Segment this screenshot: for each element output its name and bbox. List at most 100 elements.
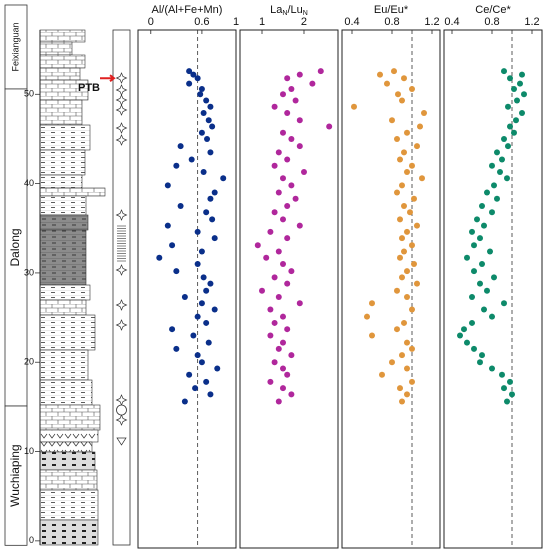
data-point [394, 287, 400, 294]
data-point [409, 162, 415, 169]
data-point [497, 169, 503, 176]
data-point [469, 294, 475, 301]
data-point [267, 332, 274, 339]
data-point [279, 365, 286, 372]
data-point [296, 143, 303, 150]
lithology-bed [39, 174, 83, 189]
panel: Ce/Ce* 0.4 0.8 1.2 [443, 4, 543, 549]
data-point [211, 235, 218, 242]
data-point [501, 68, 507, 75]
data-point [275, 398, 282, 405]
data-point [211, 306, 218, 313]
data-point [484, 287, 490, 294]
data-point [284, 110, 291, 117]
data-point [209, 123, 216, 130]
data-point [401, 248, 407, 255]
data-point [267, 228, 274, 235]
data-point [200, 169, 207, 176]
panel-frame [443, 29, 543, 549]
data-point [401, 149, 407, 156]
data-point [404, 365, 410, 372]
fossil-symbol [115, 414, 128, 426]
data-point [267, 306, 274, 313]
data-point [397, 385, 403, 392]
data-point [203, 97, 210, 104]
data-point [411, 195, 417, 202]
data-point [198, 129, 205, 136]
lithology-bed [39, 299, 87, 316]
data-point [271, 359, 278, 366]
data-point [505, 143, 511, 150]
data-point [471, 242, 477, 249]
data-point [279, 175, 286, 182]
data-point [279, 313, 286, 320]
data-point [203, 209, 210, 216]
data-point [169, 242, 176, 249]
data-point [284, 326, 291, 333]
title-part: Eu/Eu* [374, 4, 409, 16]
data-point [464, 254, 470, 261]
depth-label: 20 [24, 357, 34, 367]
fossil-symbol [116, 404, 127, 416]
data-point [211, 189, 218, 196]
symbol-column [112, 29, 131, 546]
data-point [477, 235, 483, 242]
data-point [275, 345, 282, 352]
data-point [263, 254, 270, 261]
data-point [419, 175, 425, 182]
title-part: La [270, 4, 283, 16]
data-point [204, 135, 211, 142]
x-tick-label: 0.6 [194, 16, 209, 28]
data-point [461, 326, 467, 333]
data-point [404, 294, 410, 301]
lithology-bed [39, 404, 101, 431]
data-point [499, 371, 505, 378]
data-point [505, 103, 511, 110]
data-point [414, 222, 420, 229]
data-point [409, 242, 415, 249]
depth-label: 50 [24, 89, 34, 99]
data-point [181, 398, 188, 405]
ptb-arrow [100, 74, 116, 83]
data-point [205, 117, 212, 124]
lithology-bed [39, 214, 89, 231]
data-point [464, 339, 470, 346]
data-point [275, 149, 282, 156]
depth-label: 40 [24, 178, 34, 188]
data-point [284, 156, 291, 163]
lithology-bed [39, 99, 83, 126]
x-tick-label: 2 [301, 16, 307, 28]
lithology-bed [39, 314, 96, 351]
lithology-bed [39, 124, 91, 151]
data-point [364, 313, 370, 320]
title-part: N [282, 10, 287, 17]
data-point [207, 195, 214, 202]
data-point [471, 268, 477, 275]
fossil-symbol [115, 104, 128, 116]
data-point [481, 306, 487, 313]
data-point [279, 129, 286, 136]
data-point [198, 300, 205, 307]
lithology-bed [39, 229, 87, 286]
data-point [401, 202, 407, 209]
data-point [491, 182, 497, 189]
data-point [519, 71, 525, 78]
data-point [288, 182, 295, 189]
data-point [275, 294, 282, 301]
data-point [369, 300, 375, 307]
panel-title: Ce/Ce* [475, 4, 511, 16]
data-point [271, 162, 278, 169]
fossil-symbol [115, 72, 128, 84]
data-point [484, 189, 490, 196]
data-point [501, 385, 507, 392]
stratigraphic-column: Feixianguan Dalong Wuchiaping 0 10 20 30 40 50 PT… [4, 4, 131, 546]
data-point [404, 339, 410, 346]
data-point [414, 143, 420, 150]
data-point [501, 300, 507, 307]
data-point [186, 80, 193, 87]
data-point [494, 195, 500, 202]
data-point [399, 235, 405, 242]
data-point [397, 156, 403, 163]
